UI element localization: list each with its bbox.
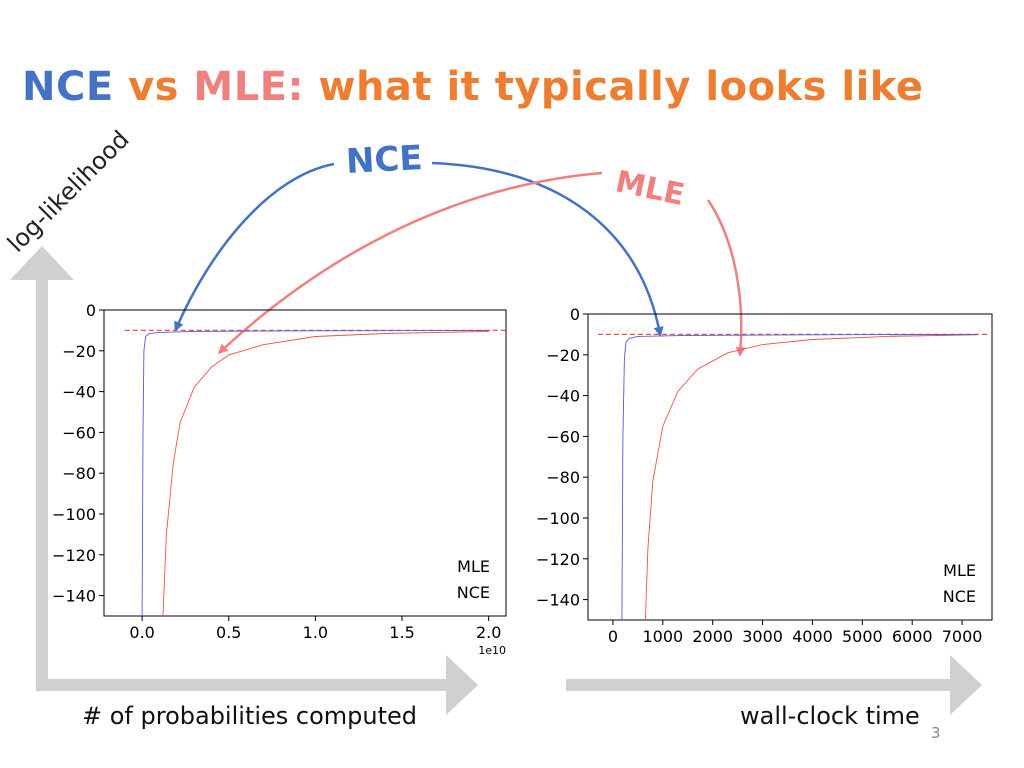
x-tick-label: 6000 xyxy=(892,627,933,646)
title-vs: vs xyxy=(128,64,179,110)
series-line-nce xyxy=(621,333,978,621)
legend-entry-mle: MLE xyxy=(943,561,976,580)
x-tick-label: 3000 xyxy=(742,627,783,646)
page-number: 3 xyxy=(931,724,941,742)
x-tick-label: 0.0 xyxy=(129,623,154,642)
y-tick-label: −40 xyxy=(62,383,96,402)
left-horizontal-arrowhead xyxy=(446,655,478,715)
mle-arrow-right xyxy=(706,199,746,357)
legend-entry-nce: NCE xyxy=(457,583,490,602)
y-tick-label: −100 xyxy=(536,509,580,528)
callout-arrows xyxy=(174,161,746,357)
plot-frame xyxy=(587,313,993,621)
y-tick-label: −20 xyxy=(546,346,580,365)
right-horizontal-arrowhead xyxy=(950,655,982,715)
vertical-axis-bar xyxy=(36,272,48,690)
x-tick-label: 4000 xyxy=(792,627,833,646)
nce-arrow-right xyxy=(431,161,664,337)
x-label-right: wall-clock time xyxy=(740,702,920,730)
x-tick-label: 7000 xyxy=(942,627,983,646)
y-tick-label: −80 xyxy=(546,468,580,487)
x-tick-label: 1.5 xyxy=(389,623,414,642)
series-line-mle xyxy=(644,334,978,621)
vertical-axis-arrowhead xyxy=(10,246,74,280)
x-tick-label: 1000 xyxy=(642,627,683,646)
big-axis-arrows xyxy=(10,246,982,715)
x-tick-label: 1.0 xyxy=(303,623,328,642)
y-tick-label: 0 xyxy=(570,305,580,324)
plot-frame xyxy=(103,309,507,617)
y-tick-label: −100 xyxy=(52,505,96,524)
y-tick-label: −20 xyxy=(62,342,96,361)
y-tick-label: −80 xyxy=(62,464,96,483)
x-tick-label: 2.0 xyxy=(476,623,501,642)
title-mle: MLE: xyxy=(193,64,305,110)
x-tick-label: 0 xyxy=(608,627,618,646)
mle-arrow-left xyxy=(217,171,603,355)
nce-arrow-left xyxy=(174,162,335,332)
y-tick-label: −120 xyxy=(536,550,580,569)
series-line-nce xyxy=(141,329,489,617)
y-tick-label: −120 xyxy=(52,546,96,565)
chart-probabilities: 0 −20 −40 −60 −80 −100 −120 −140 0.0 0.5 1.0 1.5 2.0… xyxy=(52,301,507,657)
right-horizontal-axis-bar xyxy=(566,679,954,691)
title-nce: NCE xyxy=(22,64,114,110)
y-tick-label: 0 xyxy=(86,301,96,320)
x-tick-label: 5000 xyxy=(842,627,883,646)
x-tick-label: 0.5 xyxy=(216,623,241,642)
left-horizontal-axis-bar xyxy=(36,679,450,691)
y-tick-label: −40 xyxy=(546,387,580,406)
legend-entry-nce: NCE xyxy=(943,587,976,606)
chart-wallclock: 0 −20 −40 −60 −80 −100 −120 −140 0 1000 2000 3000 40… xyxy=(536,305,993,646)
y-tick-label: −60 xyxy=(62,423,96,442)
slide-title: NCE vs MLE: what it typically looks like xyxy=(22,64,923,110)
x-tick-label: 2000 xyxy=(692,627,733,646)
x-label-left: # of probabilities computed xyxy=(82,702,418,730)
y-tick-label: −60 xyxy=(546,427,580,446)
series-line-mle xyxy=(162,330,489,617)
title-rest: what it typically looks like xyxy=(318,64,924,110)
y-tick-label: −140 xyxy=(52,587,96,606)
x-multiplier: 1e10 xyxy=(478,644,506,657)
legend-entry-mle: MLE xyxy=(457,557,490,576)
y-tick-label: −140 xyxy=(536,591,580,610)
